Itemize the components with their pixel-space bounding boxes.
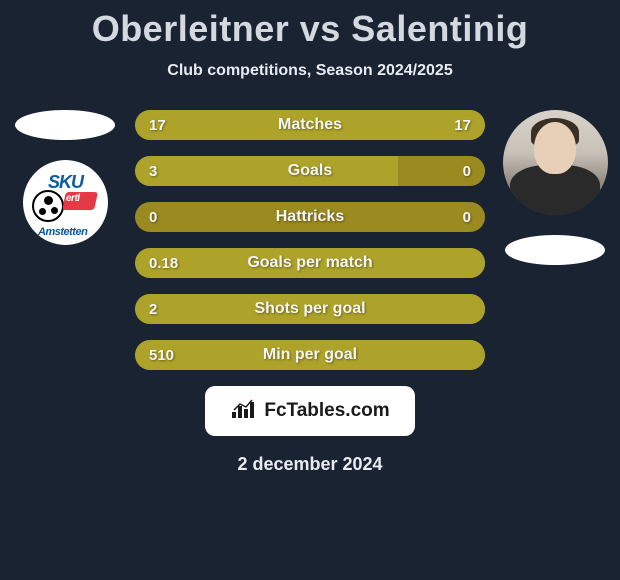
stat-label: Hattricks bbox=[135, 202, 485, 232]
left-player-column: SKU ertl Amstetten bbox=[10, 110, 120, 245]
brand-text: FcTables.com bbox=[264, 400, 389, 422]
right-ellipse bbox=[505, 235, 605, 265]
stat-label: Matches bbox=[135, 110, 485, 140]
stat-row: 1717Matches bbox=[135, 110, 485, 140]
stat-row: 2Shots per goal bbox=[135, 294, 485, 324]
comparison-panel: SKU ertl Amstetten 1717Matches 30Goals 00H… bbox=[0, 110, 620, 475]
left-ellipse bbox=[15, 110, 115, 140]
stat-row: 510Min per goal bbox=[135, 340, 485, 370]
club-logo-icon: SKU ertl Amstetten bbox=[30, 168, 100, 238]
stat-label: Shots per goal bbox=[135, 294, 485, 324]
stat-label: Goals per match bbox=[135, 248, 485, 278]
chart-icon bbox=[230, 398, 258, 425]
left-club-badge: SKU ertl Amstetten bbox=[23, 160, 108, 245]
right-player-avatar bbox=[503, 110, 608, 215]
stat-row: 30Goals bbox=[135, 156, 485, 186]
stat-label: Goals bbox=[135, 156, 485, 186]
stat-row: 0.18Goals per match bbox=[135, 248, 485, 278]
footer-date: 2 december 2024 bbox=[0, 454, 620, 475]
right-player-column bbox=[500, 110, 610, 265]
stat-bars: 1717Matches 30Goals 00Hattricks 0.18Goals p… bbox=[135, 110, 485, 370]
header: Oberleitner vs Salentinig Club competiti… bbox=[0, 0, 620, 80]
stat-row: 00Hattricks bbox=[135, 202, 485, 232]
page-title: Oberleitner vs Salentinig bbox=[0, 8, 620, 50]
brand-badge: FcTables.com bbox=[205, 386, 415, 436]
stat-label: Min per goal bbox=[135, 340, 485, 370]
page-subtitle: Club competitions, Season 2024/2025 bbox=[0, 62, 620, 80]
